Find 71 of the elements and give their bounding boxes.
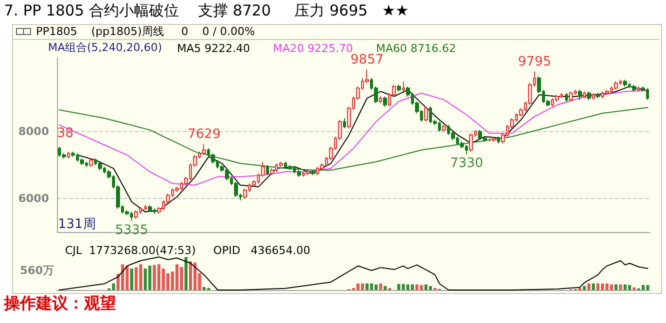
candlestick — [578, 89, 582, 100]
candlestick — [583, 90, 586, 99]
candlestick — [71, 151, 75, 158]
candlestick — [632, 84, 636, 92]
bar — [632, 287, 636, 290]
bar — [619, 284, 622, 290]
line-series — [76, 86, 648, 212]
text: 560万 — [20, 264, 54, 277]
candlestick — [492, 136, 496, 142]
candlestick — [623, 79, 627, 87]
annotation: 7330 — [450, 156, 484, 172]
bar — [582, 286, 586, 290]
annotation: 5335 — [115, 222, 148, 238]
candlestick — [637, 86, 640, 92]
annotation: 131周 — [58, 217, 96, 232]
bar — [587, 283, 590, 290]
candlestick — [587, 90, 591, 100]
bar — [614, 284, 618, 290]
candlestick — [306, 170, 310, 176]
candlestick — [565, 92, 568, 102]
chart-title: 7. PP 1805 合约小幅破位 支撑 8720 压力 9695 ★★ — [4, 2, 409, 20]
bar — [592, 283, 595, 290]
annotation: 9795 — [518, 54, 552, 70]
text: MA60 8716.62 — [376, 42, 456, 55]
annotation: 7629 — [188, 127, 221, 142]
candlestick — [569, 90, 573, 102]
line-series — [58, 90, 648, 186]
bar — [420, 285, 423, 290]
candlestick — [383, 96, 387, 108]
candlestick — [605, 89, 609, 96]
text: MA20 9225.70 — [273, 42, 353, 55]
candlestick — [402, 80, 405, 92]
bar — [184, 257, 188, 290]
candlestick — [89, 158, 93, 168]
candlestick — [80, 158, 84, 166]
bar — [202, 287, 206, 290]
candlestick — [442, 124, 446, 132]
candlestick — [497, 136, 500, 144]
y-tick-label: 8000 — [18, 125, 50, 138]
annotation: 38 — [57, 126, 74, 141]
candlestick — [343, 118, 346, 129]
bar — [189, 261, 192, 290]
candlestick — [379, 96, 382, 104]
candlestick — [134, 210, 138, 220]
bar — [379, 283, 382, 290]
text: 操作建议：观望 — [3, 294, 116, 312]
candlestick — [397, 84, 401, 92]
bar — [130, 268, 134, 290]
chart-subtitle: CJL 1773268.00(47:53) OPID 436654.00 — [65, 244, 310, 257]
bar — [366, 283, 369, 290]
bar — [624, 284, 627, 290]
candlestick — [202, 144, 206, 156]
candlestick — [424, 106, 428, 122]
candlestick — [469, 132, 473, 152]
candlestick — [98, 161, 102, 171]
bar — [428, 286, 432, 290]
candlestick — [270, 168, 274, 176]
bar — [384, 286, 387, 290]
annotation: 9857 — [350, 52, 384, 68]
candlestick — [592, 92, 595, 100]
text: MA5 9222.40 — [177, 42, 250, 55]
bar — [180, 266, 183, 290]
candlestick — [596, 92, 600, 99]
candlestick — [234, 181, 238, 198]
chart-subtitle: PP1805 (pp1805)周线 0 0 / 0.00% — [36, 25, 255, 38]
legend-title: MA组合(5,240,20,60) — [48, 41, 162, 54]
candlestick — [148, 204, 152, 212]
y-tick-label: 6000 — [18, 192, 50, 206]
candlestick — [67, 151, 70, 159]
candlestick — [144, 204, 147, 211]
candlestick — [614, 80, 618, 90]
